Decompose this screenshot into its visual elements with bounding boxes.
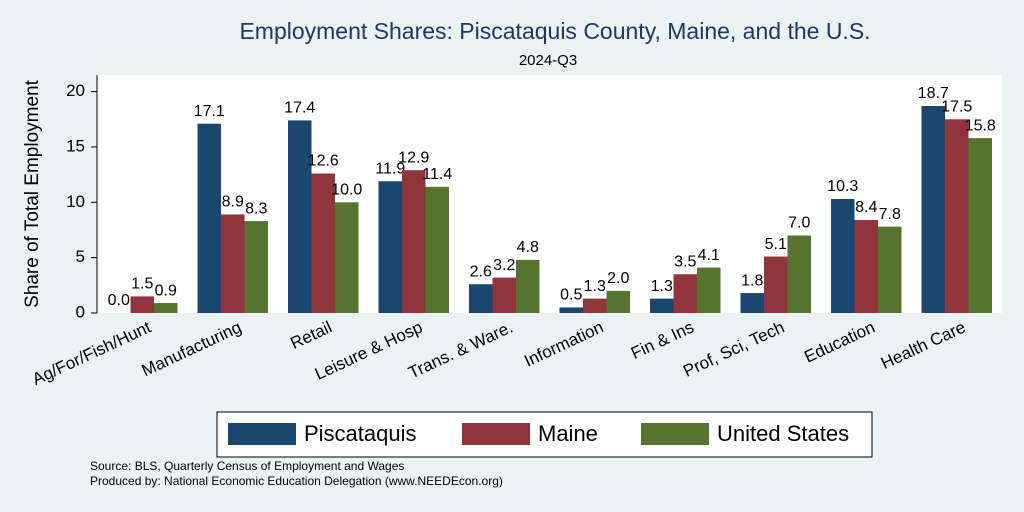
y-tick-label: 5 bbox=[76, 247, 85, 266]
bar bbox=[311, 173, 335, 313]
value-label: 7.0 bbox=[788, 215, 810, 232]
value-label: 1.3 bbox=[584, 278, 606, 295]
legend-label: Piscataquis bbox=[304, 421, 417, 446]
value-label: 1.3 bbox=[651, 278, 673, 295]
legend-box bbox=[216, 411, 873, 458]
bar bbox=[469, 284, 493, 313]
bar bbox=[402, 170, 426, 313]
bar bbox=[559, 307, 583, 313]
bar bbox=[197, 123, 221, 314]
value-label: 3.2 bbox=[493, 257, 515, 274]
value-label: 0.9 bbox=[155, 282, 177, 299]
value-label: 1.8 bbox=[741, 272, 763, 289]
value-label: 17.5 bbox=[941, 98, 972, 115]
bar bbox=[335, 202, 359, 313]
value-label: 4.1 bbox=[698, 247, 720, 264]
note: Source: BLS, Quarterly Census of Employm… bbox=[90, 459, 404, 473]
value-label: 10.3 bbox=[827, 178, 858, 195]
bar bbox=[968, 138, 992, 313]
legend-label: United States bbox=[717, 421, 849, 446]
bar bbox=[831, 198, 855, 313]
value-label: 8.4 bbox=[855, 199, 877, 216]
y-tick-label: 0 bbox=[76, 302, 85, 321]
bar bbox=[740, 293, 764, 313]
bar bbox=[378, 181, 402, 313]
legend-swatch bbox=[228, 423, 296, 445]
bar bbox=[154, 303, 178, 313]
bar bbox=[650, 298, 674, 313]
value-label: 0.5 bbox=[560, 287, 582, 304]
bar bbox=[288, 120, 312, 313]
y-axis-title: Share of Total Employment bbox=[22, 79, 43, 307]
value-label: 17.4 bbox=[284, 100, 315, 117]
legend-swatch bbox=[462, 423, 530, 445]
value-label: 11.9 bbox=[375, 160, 405, 177]
value-label: 12.9 bbox=[398, 149, 429, 166]
value-label: 7.8 bbox=[879, 206, 901, 223]
bar bbox=[606, 290, 630, 313]
bar bbox=[221, 214, 245, 313]
value-label: 8.3 bbox=[245, 200, 267, 217]
legend-label: Maine bbox=[538, 421, 598, 446]
value-label: 4.8 bbox=[517, 239, 539, 256]
bar bbox=[787, 235, 811, 313]
chart-title: Employment Shares: Piscataquis County, M… bbox=[239, 18, 870, 44]
value-label: 17.1 bbox=[194, 103, 225, 120]
value-label: 2.6 bbox=[470, 263, 492, 280]
bar bbox=[492, 277, 516, 313]
bar bbox=[130, 296, 154, 313]
bar bbox=[673, 274, 697, 313]
bar bbox=[244, 221, 268, 313]
value-label: 5.1 bbox=[765, 236, 787, 253]
bar bbox=[921, 105, 945, 313]
value-label: 8.9 bbox=[222, 194, 244, 211]
legend-swatch bbox=[641, 423, 709, 445]
bar bbox=[878, 226, 902, 313]
value-label: 0.0 bbox=[108, 292, 130, 309]
value-label: 18.7 bbox=[918, 85, 949, 102]
note: Produced by: National Economic Education… bbox=[90, 474, 503, 488]
y-tick-label: 10 bbox=[66, 192, 85, 211]
y-tick-label: 20 bbox=[66, 81, 85, 100]
value-label: 12.6 bbox=[308, 153, 339, 170]
y-tick-label: 15 bbox=[66, 136, 85, 155]
value-label: 10.0 bbox=[331, 182, 362, 199]
value-label: 11.4 bbox=[422, 166, 452, 183]
value-label: 2.0 bbox=[607, 270, 629, 287]
bar bbox=[516, 259, 540, 313]
chart-subtitle: 2024-Q3 bbox=[519, 52, 577, 69]
value-label: 1.5 bbox=[131, 276, 153, 293]
bar bbox=[945, 119, 969, 313]
value-label: 15.8 bbox=[965, 117, 996, 134]
value-label: 3.5 bbox=[674, 253, 696, 270]
bar bbox=[697, 267, 721, 313]
bar bbox=[764, 256, 788, 313]
bar bbox=[583, 298, 607, 313]
bar bbox=[854, 220, 878, 313]
bar bbox=[425, 186, 449, 313]
